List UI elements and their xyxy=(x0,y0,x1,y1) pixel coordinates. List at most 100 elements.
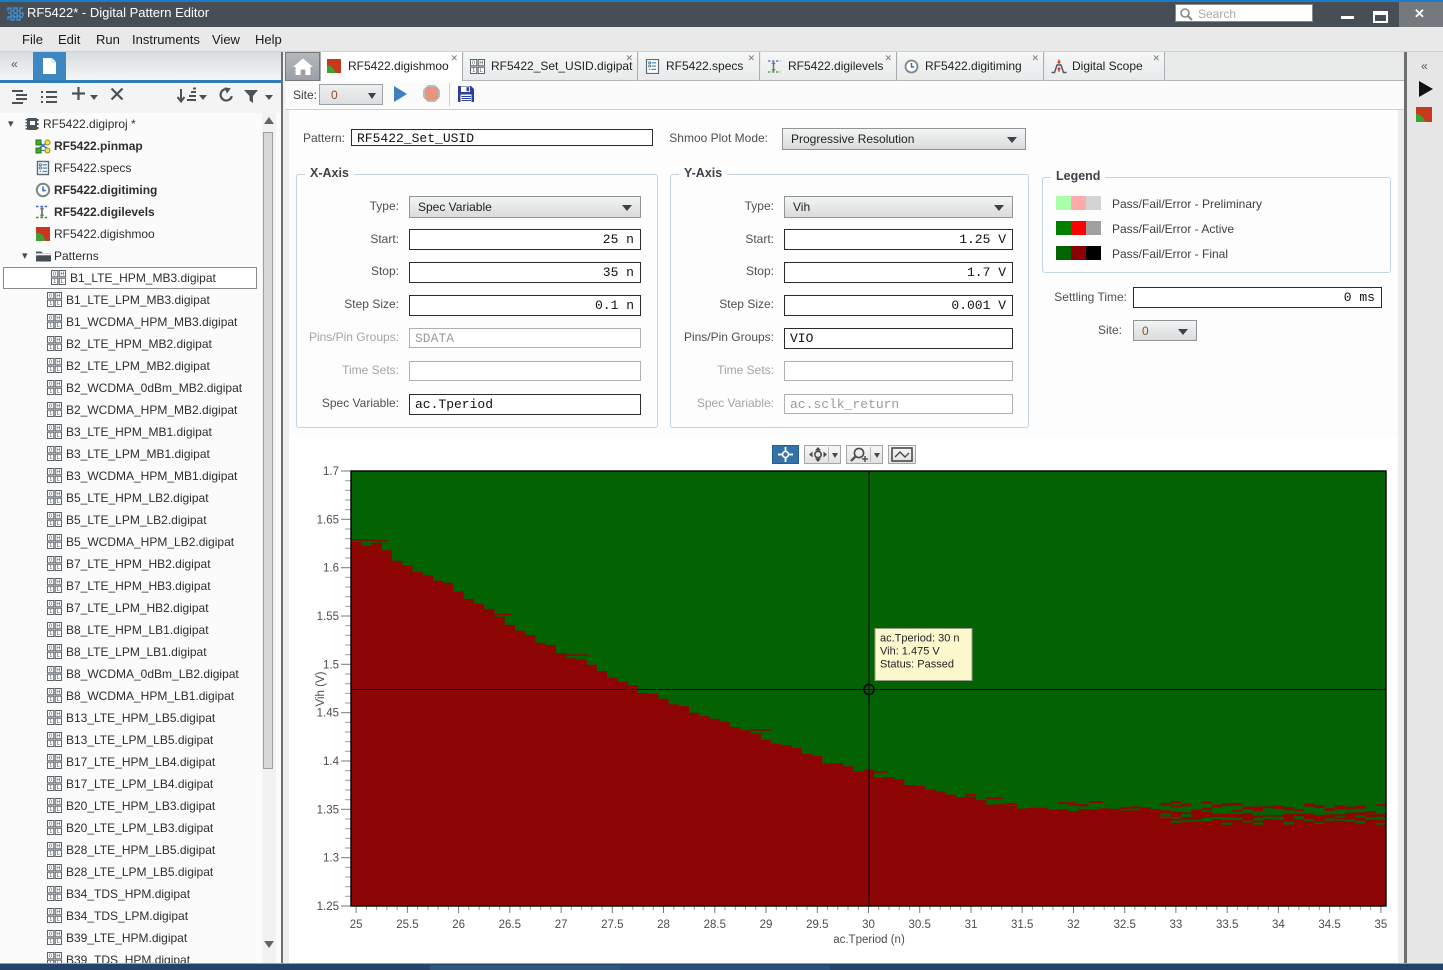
svg-text:0: 0 xyxy=(49,426,52,432)
svg-text:ac.Tperiod: 30 n Vih: 1.475 V: ac.Tperiod: 30 n Vih: 1.475 V Status: Pa… xyxy=(880,633,963,671)
svg-text:0: 0 xyxy=(49,756,52,762)
svg-text:H: H xyxy=(56,822,60,828)
svg-text:H: H xyxy=(56,888,60,894)
svg-text:1.55: 1.55 xyxy=(317,611,339,623)
svg-text:1: 1 xyxy=(49,367,52,373)
svg-text:0: 0 xyxy=(49,580,52,586)
svg-text:33: 33 xyxy=(1170,919,1183,931)
svg-text:0: 0 xyxy=(49,932,52,938)
svg-text:H: H xyxy=(56,404,60,410)
svg-text:H: H xyxy=(56,558,60,564)
svg-text:1.4: 1.4 xyxy=(323,756,340,768)
svg-text:1.35: 1.35 xyxy=(317,804,339,816)
svg-text:0: 0 xyxy=(49,888,52,894)
svg-text:L: L xyxy=(57,609,60,615)
svg-text:0: 0 xyxy=(49,778,52,784)
svg-text:31.5: 31.5 xyxy=(1011,919,1033,931)
svg-text:L: L xyxy=(57,631,60,637)
svg-text:L: L xyxy=(57,917,60,923)
svg-text:1: 1 xyxy=(49,631,52,637)
svg-text:0: 0 xyxy=(49,910,52,916)
svg-text:L: L xyxy=(57,741,60,747)
svg-text:H: H xyxy=(56,800,60,806)
svg-text:0: 0 xyxy=(49,844,52,850)
svg-text:0: 0 xyxy=(49,316,52,322)
svg-text:26.5: 26.5 xyxy=(499,919,521,931)
svg-text:H: H xyxy=(56,470,60,476)
svg-text:ac.Tperiod (n): ac.Tperiod (n) xyxy=(833,934,905,946)
svg-text:H: H xyxy=(56,734,60,740)
svg-text:33.5: 33.5 xyxy=(1216,919,1238,931)
svg-text:L: L xyxy=(57,873,60,879)
svg-text:0: 0 xyxy=(49,294,52,300)
svg-text:34: 34 xyxy=(1272,919,1285,931)
svg-text:1: 1 xyxy=(49,829,52,835)
svg-text:H: H xyxy=(56,866,60,872)
svg-text:H: H xyxy=(479,61,483,67)
svg-text:1: 1 xyxy=(49,653,52,659)
svg-text:1: 1 xyxy=(49,741,52,747)
svg-text:H: H xyxy=(56,844,60,850)
svg-text:L: L xyxy=(57,477,60,483)
svg-text:L: L xyxy=(57,763,60,769)
svg-text:0: 0 xyxy=(49,448,52,454)
svg-text:1.7: 1.7 xyxy=(323,466,339,478)
svg-text:H: H xyxy=(56,910,60,916)
svg-text:1: 1 xyxy=(53,279,56,285)
svg-text:L: L xyxy=(57,829,60,835)
svg-text:1.25: 1.25 xyxy=(317,901,339,913)
svg-text:H: H xyxy=(56,580,60,586)
svg-text:28.5: 28.5 xyxy=(704,919,726,931)
svg-text:L: L xyxy=(57,345,60,351)
svg-text:L: L xyxy=(57,653,60,659)
svg-text:0: 0 xyxy=(49,404,52,410)
svg-text:L: L xyxy=(57,543,60,549)
svg-text:L: L xyxy=(57,961,60,963)
svg-text:H: H xyxy=(56,338,60,344)
svg-text:L: L xyxy=(57,367,60,373)
svg-text:1: 1 xyxy=(472,68,475,74)
svg-text:L: L xyxy=(57,587,60,593)
svg-text:0: 0 xyxy=(472,61,475,67)
svg-text:1.65: 1.65 xyxy=(317,514,339,526)
svg-text:L: L xyxy=(57,939,60,945)
svg-text:1: 1 xyxy=(49,609,52,615)
svg-text:27: 27 xyxy=(555,919,568,931)
svg-text:1: 1 xyxy=(49,411,52,417)
svg-text:0: 0 xyxy=(49,800,52,806)
svg-text:L: L xyxy=(57,455,60,461)
svg-text:25: 25 xyxy=(350,919,363,931)
svg-text:L: L xyxy=(480,68,483,74)
svg-text:32: 32 xyxy=(1067,919,1080,931)
svg-text:1: 1 xyxy=(49,675,52,681)
svg-text:1: 1 xyxy=(49,785,52,791)
svg-text:H: H xyxy=(56,690,60,696)
svg-text:1.6: 1.6 xyxy=(323,563,339,575)
svg-text:1: 1 xyxy=(49,521,52,527)
svg-text:1.5: 1.5 xyxy=(323,659,339,671)
svg-text:0: 0 xyxy=(49,470,52,476)
svg-text:1.3: 1.3 xyxy=(323,853,339,865)
svg-text:H: H xyxy=(56,712,60,718)
svg-text:0: 0 xyxy=(49,536,52,542)
svg-text:1: 1 xyxy=(49,499,52,505)
svg-text:30.5: 30.5 xyxy=(909,919,931,931)
svg-text:L: L xyxy=(61,279,64,285)
svg-text:H: H xyxy=(56,514,60,520)
svg-text:L: L xyxy=(57,895,60,901)
svg-text:1: 1 xyxy=(49,433,52,439)
svg-text:1: 1 xyxy=(49,873,52,879)
svg-text:L: L xyxy=(57,323,60,329)
svg-text:1: 1 xyxy=(49,587,52,593)
svg-text:0: 0 xyxy=(49,360,52,366)
svg-text:1: 1 xyxy=(49,323,52,329)
svg-text:1: 1 xyxy=(49,807,52,813)
svg-text:1: 1 xyxy=(49,301,52,307)
svg-text:H: H xyxy=(56,536,60,542)
svg-text:1: 1 xyxy=(49,697,52,703)
svg-text:1: 1 xyxy=(49,851,52,857)
svg-text:1: 1 xyxy=(49,455,52,461)
svg-text:0: 0 xyxy=(53,272,56,278)
svg-text:35: 35 xyxy=(1375,919,1388,931)
svg-text:25.5: 25.5 xyxy=(396,919,418,931)
